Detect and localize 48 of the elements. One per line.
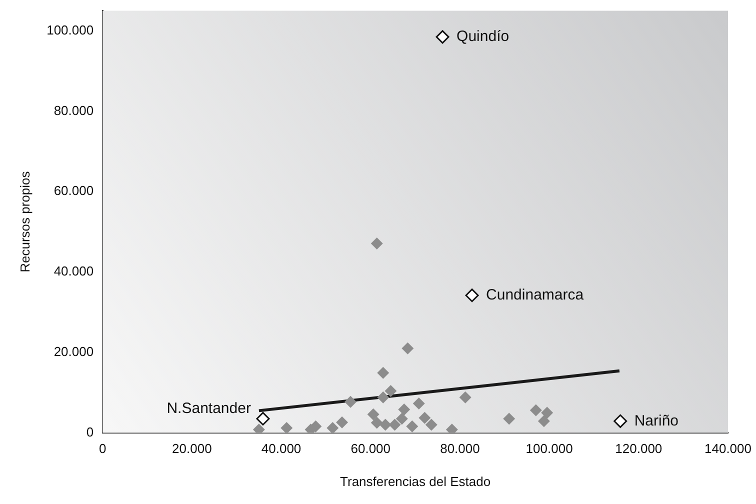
point <box>396 412 408 425</box>
point <box>402 342 414 354</box>
point <box>280 422 293 433</box>
annotation: Quindío <box>456 28 510 46</box>
point <box>503 412 516 425</box>
y-axis-title: Recursos propios <box>17 170 32 272</box>
point <box>377 391 390 404</box>
point <box>344 396 357 408</box>
point <box>412 397 425 410</box>
x-tick-label: 120.000 <box>615 441 662 456</box>
point <box>406 420 418 432</box>
point <box>530 404 542 416</box>
point <box>425 418 438 431</box>
point <box>370 416 383 429</box>
x-tick-label: 140.000 <box>704 441 752 456</box>
x-tick-label: 80.000 <box>440 441 480 456</box>
point <box>336 416 348 428</box>
y-tick-label: 20.000 <box>54 344 94 359</box>
point <box>326 422 339 433</box>
x-tick-label: 20.000 <box>172 441 212 456</box>
point <box>370 238 383 250</box>
point <box>418 412 431 424</box>
point <box>379 418 392 431</box>
point <box>377 366 390 379</box>
point <box>614 414 628 428</box>
y-tick-label: 0 <box>86 424 94 440</box>
point <box>436 30 450 44</box>
y-tick-label: 80.000 <box>54 102 94 118</box>
x-axis-title: Transferencias del Estado <box>340 474 491 489</box>
point <box>398 403 410 416</box>
point <box>465 288 479 302</box>
point <box>384 385 397 397</box>
x-tick-label: 60.000 <box>350 441 391 456</box>
x-tick-label: 0 <box>98 441 106 456</box>
y-tick-label: 60.000 <box>54 183 94 198</box>
annotation: N.Santander <box>166 400 251 417</box>
annotation: Cundinamarca <box>486 286 584 304</box>
x-tick-label: 100.000 <box>526 441 573 456</box>
point <box>538 415 550 428</box>
y-tick-label: 100.000 <box>46 22 94 38</box>
y-tick-label: 40.000 <box>54 264 94 279</box>
x-tick-label: 40.000 <box>261 441 302 456</box>
point <box>388 418 401 431</box>
point <box>541 406 554 419</box>
point <box>459 391 472 404</box>
annotation: Nariño <box>634 412 679 430</box>
point <box>367 408 380 420</box>
point <box>256 412 270 426</box>
